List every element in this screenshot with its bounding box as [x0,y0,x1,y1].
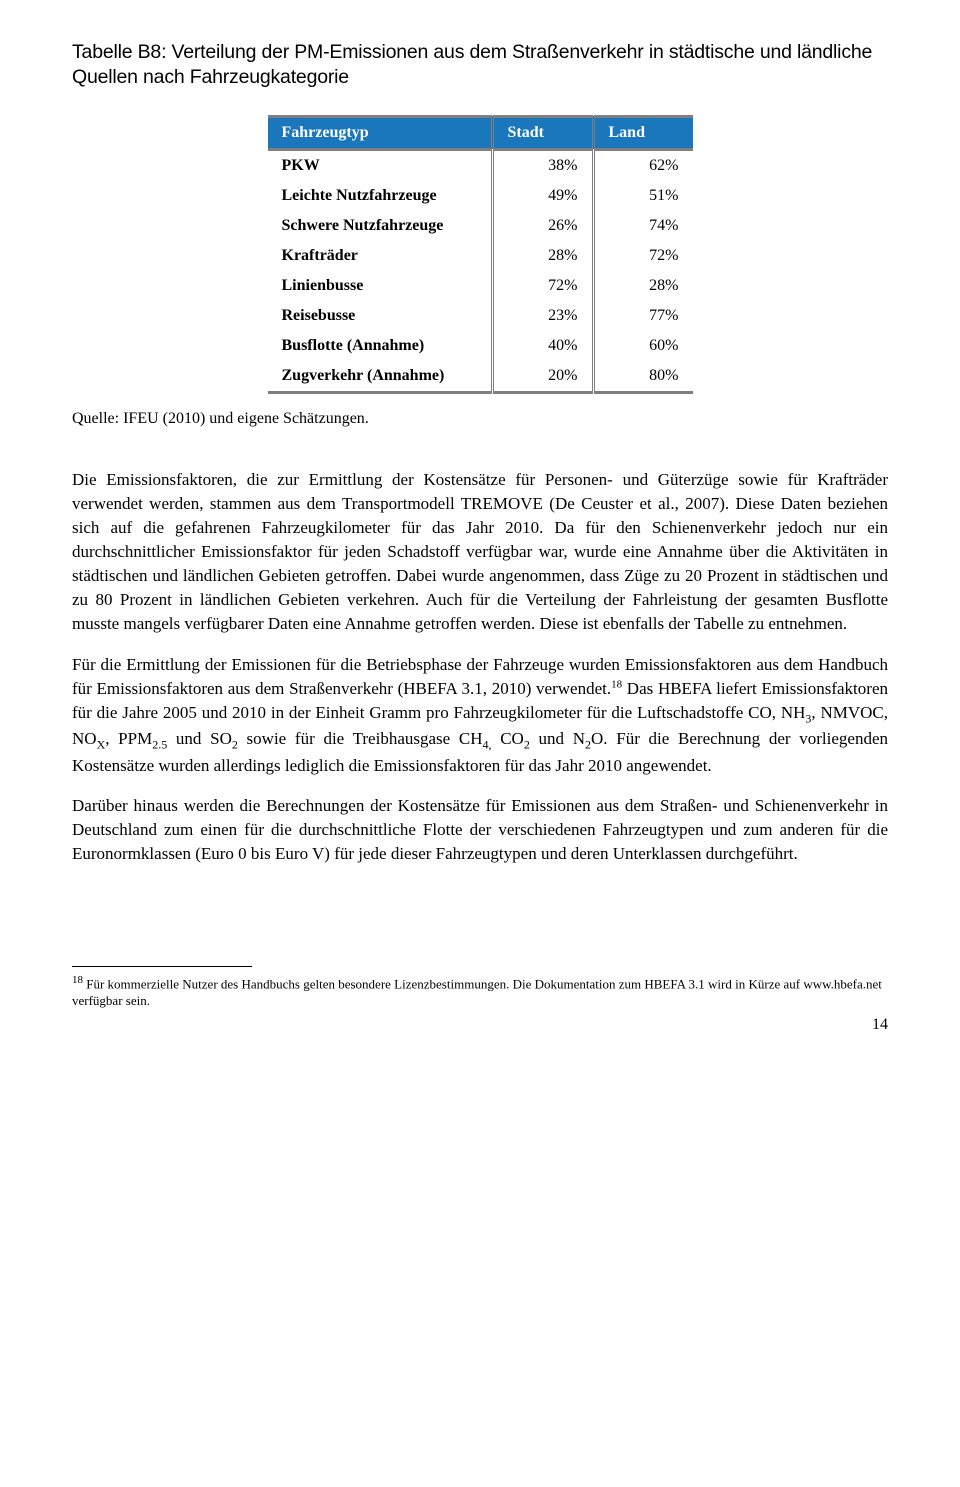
row-value: 40% [492,331,593,361]
row-value: 72% [593,241,693,271]
page-number: 14 [72,1016,888,1034]
footnote-separator [72,966,252,967]
footnote-ref-18: 18 [611,678,622,690]
table-row: PKW38%62% [268,149,693,181]
p2-h: und N [530,729,585,748]
row-label: Leichte Nutzfahrzeuge [268,181,493,211]
col-fahrzeugtyp: Fahrzeugtyp [268,116,493,149]
table-caption: Tabelle B8: Verteilung der PM-Emissionen… [72,40,888,91]
row-label: Busflotte (Annahme) [268,331,493,361]
row-value: 74% [593,211,693,241]
table-row: Reisebusse23%77% [268,301,693,331]
row-value: 49% [492,181,593,211]
table-row: Leichte Nutzfahrzeuge49%51% [268,181,693,211]
source-line: Quelle: IFEU (2010) und eigene Schätzung… [72,410,888,428]
row-value: 28% [593,271,693,301]
table-row: Schwere Nutzfahrzeuge26%74% [268,211,693,241]
row-label: Zugverkehr (Annahme) [268,361,493,393]
row-label: Reisebusse [268,301,493,331]
table-body: PKW38%62%Leichte Nutzfahrzeuge49%51%Schw… [268,149,693,392]
p2-d: , PPM [105,729,152,748]
table-row: Zugverkehr (Annahme)20%80% [268,361,693,393]
row-value: 77% [593,301,693,331]
row-value: 72% [492,271,593,301]
col-land: Land [593,116,693,149]
footnote-18: 18 Für kommerzielle Nutzer des Handbuchs… [72,973,888,1010]
row-value: 23% [492,301,593,331]
emissions-table: Fahrzeugtyp Stadt Land PKW38%62%Leichte … [268,115,693,394]
p2-f: sowie für die Treibhausgase CH [238,729,483,748]
table-row: Busflotte (Annahme)40%60% [268,331,693,361]
paragraph-1: Die Emissionsfaktoren, die zur Ermittlun… [72,468,888,637]
row-label: Krafträder [268,241,493,271]
row-value: 62% [593,149,693,181]
paragraph-3: Darüber hinaus werden die Berechnungen d… [72,794,888,866]
sub-x: X [97,738,106,752]
paragraph-2: Für die Ermittlung der Emissionen für di… [72,653,888,778]
footnote-number: 18 [72,974,83,986]
table-row: Krafträder28%72% [268,241,693,271]
col-stadt: Stadt [492,116,593,149]
p2-e: und SO [167,729,232,748]
sub-25: 2.5 [152,738,167,752]
row-value: 28% [492,241,593,271]
row-value: 60% [593,331,693,361]
row-value: 26% [492,211,593,241]
row-label: PKW [268,149,493,181]
row-value: 38% [492,149,593,181]
row-label: Linienbusse [268,271,493,301]
row-label: Schwere Nutzfahrzeuge [268,211,493,241]
row-value: 80% [593,361,693,393]
footnote-text: Für kommerzielle Nutzer des Handbuchs ge… [72,976,882,1008]
sub-4: 4, [483,738,492,752]
table-row: Linienbusse72%28% [268,271,693,301]
row-value: 51% [593,181,693,211]
row-value: 20% [492,361,593,393]
p2-g: CO [492,729,524,748]
